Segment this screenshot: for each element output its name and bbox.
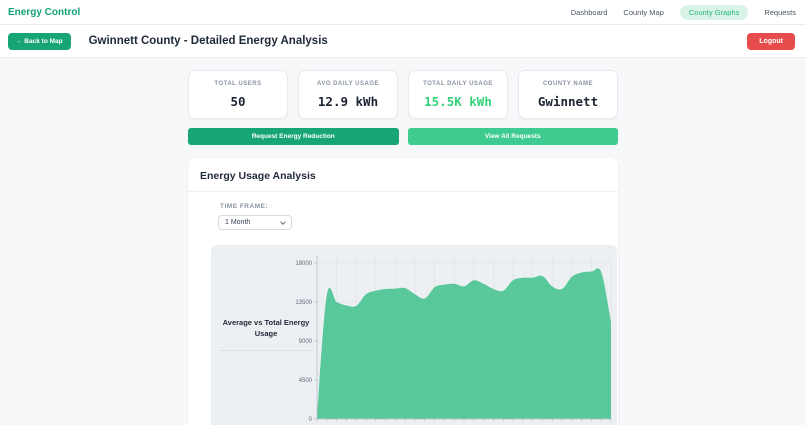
page-title: Gwinnett County - Detailed Energy Analys…	[88, 35, 328, 47]
timeframe-label: TIME FRAME:	[220, 203, 269, 210]
nav-item-dashboard[interactable]: Dashboard	[570, 7, 608, 17]
content-column: TOTAL USERS 50 AVG DAILY USAGE 12.9 kWh …	[188, 70, 618, 425]
logout-button[interactable]: Logout	[747, 32, 795, 50]
chart-title: Average vs Total Energy Usage	[219, 317, 313, 351]
stat-label: AVG DAILY USAGE	[316, 81, 380, 87]
actions-row: Request Energy Reduction View All Reques…	[188, 128, 618, 145]
svg-text:13500: 13500	[295, 300, 312, 306]
stat-value: 12.9 kWh	[317, 94, 379, 109]
stat-card-total-users: TOTAL USERS 50	[188, 70, 288, 119]
timeframe-selected-value: 1 Month	[225, 219, 251, 226]
request-energy-reduction-button[interactable]: Request Energy Reduction	[188, 128, 399, 145]
stat-card-avg-daily-usage: AVG DAILY USAGE 12.9 kWh	[298, 70, 398, 119]
stat-label: TOTAL USERS	[214, 81, 262, 87]
chart-panel: 04500900013500180002024-04-012024-04-022…	[211, 245, 617, 425]
usage-area-chart: 04500900013500180002024-04-012024-04-022…	[295, 256, 613, 425]
energy-usage-analysis-panel: Energy Usage Analysis TIME FRAME: 1 Mont…	[188, 158, 618, 425]
back-to-map-button[interactable]: ← Back to Map	[8, 32, 71, 50]
section-title: Energy Usage Analysis	[200, 170, 316, 182]
divider	[188, 191, 618, 192]
svg-text:9000: 9000	[299, 339, 313, 345]
nav-item-requests[interactable]: Requests	[764, 7, 796, 17]
stat-value: 50	[230, 94, 246, 109]
svg-text:18000: 18000	[295, 261, 312, 267]
brand-logo: Energy Control	[8, 6, 81, 18]
stat-label: TOTAL DAILY USAGE	[423, 81, 493, 87]
title-bar: ← Back to Map Gwinnett County - Detailed…	[0, 25, 806, 58]
svg-text:4500: 4500	[299, 378, 313, 384]
nav-items: Dashboard County Map County Graphs Reque…	[570, 4, 796, 20]
stats-row: TOTAL USERS 50 AVG DAILY USAGE 12.9 kWh …	[188, 70, 618, 119]
svg-text:0: 0	[309, 417, 313, 423]
stat-label: COUNTY NAME	[542, 81, 594, 87]
stat-value: Gwinnett	[537, 94, 599, 109]
nav-item-county-map[interactable]: County Map	[623, 7, 664, 17]
top-navbar: Energy Control Dashboard County Map Coun…	[0, 0, 806, 25]
view-all-requests-button[interactable]: View All Requests	[407, 128, 618, 145]
timeframe-select[interactable]: 1 Month	[218, 215, 292, 230]
nav-item-county-graphs[interactable]: County Graphs	[679, 4, 749, 20]
stat-value: 15.5K kWh	[424, 94, 492, 109]
stat-card-total-daily-usage: TOTAL DAILY USAGE 15.5K kWh	[408, 70, 508, 119]
stat-card-county-name: COUNTY NAME Gwinnett	[518, 70, 618, 119]
chevron-down-icon	[280, 218, 286, 225]
